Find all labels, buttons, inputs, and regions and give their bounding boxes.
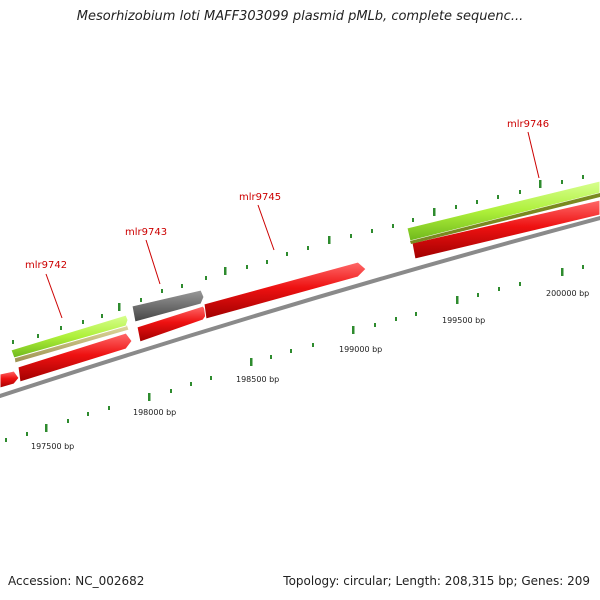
plasmid-map: mlr9742 mlr9743 mlr9745 mlr9746 197500 b… bbox=[0, 119, 600, 451]
cds-red-arrow-1[interactable] bbox=[0, 370, 20, 389]
topology-info: Topology: circular; Length: 208,315 bp; … bbox=[283, 574, 590, 588]
gene-label-mlr9743[interactable]: mlr9743 bbox=[125, 227, 167, 238]
cds-gray-arrow[interactable] bbox=[131, 289, 205, 323]
position-label-197500: 197500 bp bbox=[31, 442, 74, 451]
gene-label-mlr9745[interactable]: mlr9745 bbox=[239, 192, 281, 203]
cds-green-arrow-2[interactable] bbox=[406, 180, 600, 242]
accession-info: Accession: NC_002682 bbox=[8, 574, 145, 588]
gene-label-mlr9742[interactable]: mlr9742 bbox=[25, 260, 67, 271]
map-title: Mesorhizobium loti MAFF303099 plasmid pM… bbox=[76, 9, 524, 24]
position-ticks bbox=[5, 265, 584, 442]
position-label-199000: 199000 bp bbox=[339, 345, 382, 354]
position-label-198500: 198500 bp bbox=[236, 375, 279, 384]
gene-label-mlr9746[interactable]: mlr9746 bbox=[507, 119, 549, 130]
cds-green-arrow-1[interactable] bbox=[10, 314, 129, 359]
gene-leader-lines bbox=[45, 131, 540, 319]
cds-red-arrow-5[interactable] bbox=[411, 199, 600, 260]
cds-red-arrow-4[interactable] bbox=[203, 261, 367, 320]
cds-red-arrow-2[interactable] bbox=[17, 332, 133, 383]
feature-ticks bbox=[12, 175, 584, 344]
cds-olive-strip bbox=[410, 193, 600, 244]
position-label-200000: 200000 bp bbox=[546, 289, 589, 298]
sequence-backbone bbox=[0, 216, 600, 398]
position-label-199500: 199500 bp bbox=[442, 316, 485, 325]
position-label-198000: 198000 bp bbox=[133, 408, 176, 417]
